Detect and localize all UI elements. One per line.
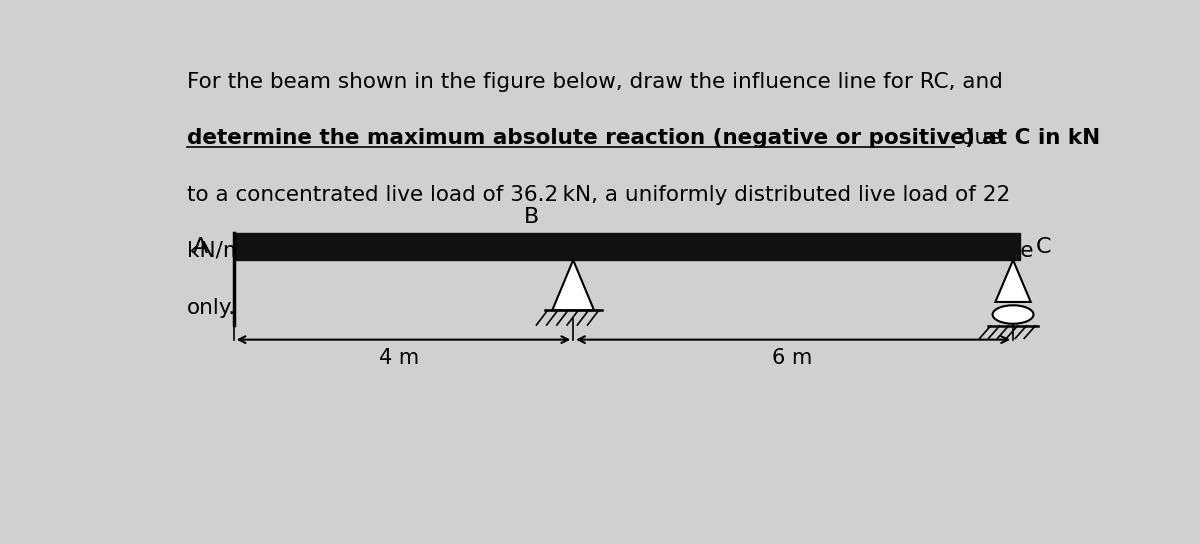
Circle shape xyxy=(992,305,1033,324)
Polygon shape xyxy=(995,260,1031,302)
Text: due: due xyxy=(954,128,1002,148)
Text: 4 m: 4 m xyxy=(379,349,419,368)
Text: For the beam shown in the figure below, draw the influence line for RC, and: For the beam shown in the figure below, … xyxy=(187,72,1003,91)
Text: A: A xyxy=(192,238,208,257)
Text: C: C xyxy=(1036,238,1051,257)
Text: 6 m: 6 m xyxy=(772,349,812,368)
Text: B: B xyxy=(523,207,539,226)
Bar xyxy=(234,233,1020,260)
Text: to a concentrated live load of 36.2 kN, a uniformly distributed live load of 22: to a concentrated live load of 36.2 kN, … xyxy=(187,184,1010,205)
Text: only.: only. xyxy=(187,298,236,318)
Text: kN/m, and a uniformly distributed dead load of 10 kN /m. Enter absolute value: kN/m, and a uniformly distributed dead l… xyxy=(187,241,1033,261)
Text: determine the maximum absolute reaction (negative or positive) at C in kN: determine the maximum absolute reaction … xyxy=(187,128,1100,148)
Polygon shape xyxy=(552,260,594,310)
